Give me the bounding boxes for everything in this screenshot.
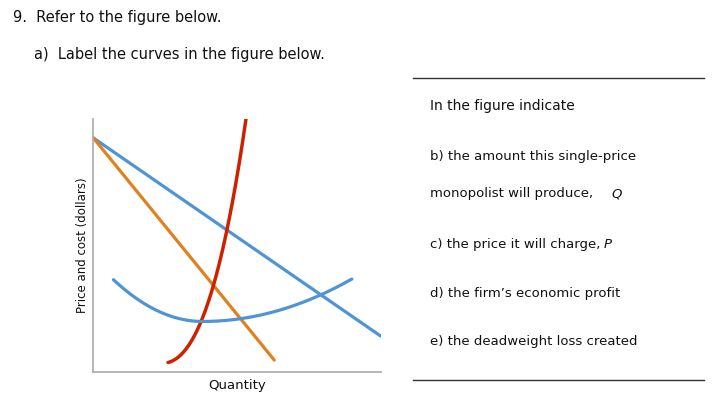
Text: c) the price it will charge,: c) the price it will charge,	[430, 238, 605, 251]
Text: $\it{P}$: $\it{P}$	[603, 238, 613, 251]
Text: d) the firm’s economic profit: d) the firm’s economic profit	[430, 287, 620, 299]
Y-axis label: Price and cost (dollars): Price and cost (dollars)	[76, 178, 89, 313]
Text: a)  Label the curves in the figure below.: a) Label the curves in the figure below.	[34, 47, 325, 62]
Text: $\it{Q}$: $\it{Q}$	[610, 187, 623, 201]
Text: b) the amount this single-price: b) the amount this single-price	[430, 151, 636, 163]
X-axis label: Quantity: Quantity	[208, 379, 266, 392]
Text: 9.  Refer to the figure below.: 9. Refer to the figure below.	[13, 10, 221, 25]
Text: monopolist will produce,: monopolist will produce,	[430, 187, 597, 200]
Text: e) the deadweight loss created: e) the deadweight loss created	[430, 335, 638, 348]
Text: In the figure indicate: In the figure indicate	[430, 99, 575, 113]
